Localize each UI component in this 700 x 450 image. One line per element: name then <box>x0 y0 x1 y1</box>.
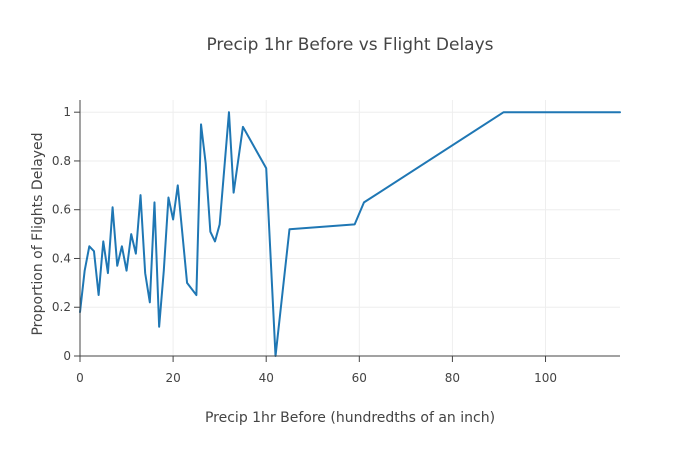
data-point[interactable] <box>165 195 171 201</box>
x-tick-label: 40 <box>259 371 274 385</box>
y-tick-label: 0.4 <box>52 251 71 265</box>
data-point[interactable] <box>86 243 92 249</box>
data-point[interactable] <box>110 204 116 210</box>
data-point[interactable] <box>361 199 367 205</box>
data-point[interactable] <box>128 231 134 237</box>
data-point[interactable] <box>286 226 292 232</box>
axis-layer <box>74 100 620 362</box>
x-tick-label: 60 <box>352 371 367 385</box>
data-point[interactable] <box>193 292 199 298</box>
data-point[interactable] <box>184 280 190 286</box>
data-point[interactable] <box>133 251 139 257</box>
x-tick-label: 20 <box>165 371 180 385</box>
data-point[interactable] <box>217 221 223 227</box>
data-point[interactable] <box>124 268 130 274</box>
data-point[interactable] <box>203 160 209 166</box>
data-point[interactable] <box>105 270 111 276</box>
x-tick-label: 100 <box>534 371 557 385</box>
data-point[interactable] <box>226 109 232 115</box>
data-point[interactable] <box>352 221 358 227</box>
data-point[interactable] <box>156 324 162 330</box>
data-point[interactable] <box>501 109 507 115</box>
data-point[interactable] <box>263 165 269 171</box>
data-point[interactable] <box>91 248 97 254</box>
y-tick-label: 0.6 <box>52 203 71 217</box>
x-tick-label: 0 <box>76 371 84 385</box>
data-point[interactable] <box>100 238 106 244</box>
data-point[interactable] <box>151 199 157 205</box>
data-point[interactable] <box>114 263 120 269</box>
data-point[interactable] <box>119 243 125 249</box>
data-point[interactable] <box>198 121 204 127</box>
tick-label-layer: 0 20 40 60 80 100 0 0.2 0.4 0.6 0.8 1 <box>52 105 557 385</box>
data-point[interactable] <box>231 190 237 196</box>
data-point[interactable] <box>175 182 181 188</box>
data-point[interactable] <box>82 268 88 274</box>
data-point[interactable] <box>147 299 153 305</box>
data-point[interactable] <box>96 292 102 298</box>
data-layer <box>79 109 623 357</box>
data-point[interactable] <box>617 109 623 115</box>
y-tick-label: 0 <box>63 349 71 363</box>
y-tick-label: 0.8 <box>52 154 71 168</box>
y-tick-label: 0.2 <box>52 300 71 314</box>
data-point[interactable] <box>212 238 218 244</box>
grid-layer <box>80 100 620 356</box>
y-tick-label: 1 <box>63 105 71 119</box>
series-line <box>79 111 621 357</box>
data-point[interactable] <box>207 229 213 235</box>
data-point[interactable] <box>138 192 144 198</box>
x-tick-label: 80 <box>445 371 460 385</box>
chart-title: Precip 1hr Before vs Flight Delays <box>206 35 493 55</box>
data-point[interactable] <box>161 268 167 274</box>
data-point[interactable] <box>240 124 246 130</box>
y-axis-title: Proportion of Flights Delayed <box>30 132 46 335</box>
data-point[interactable] <box>170 216 176 222</box>
x-axis-title: Precip 1hr Before (hundredths of an inch… <box>205 410 495 426</box>
data-point[interactable] <box>142 270 148 276</box>
